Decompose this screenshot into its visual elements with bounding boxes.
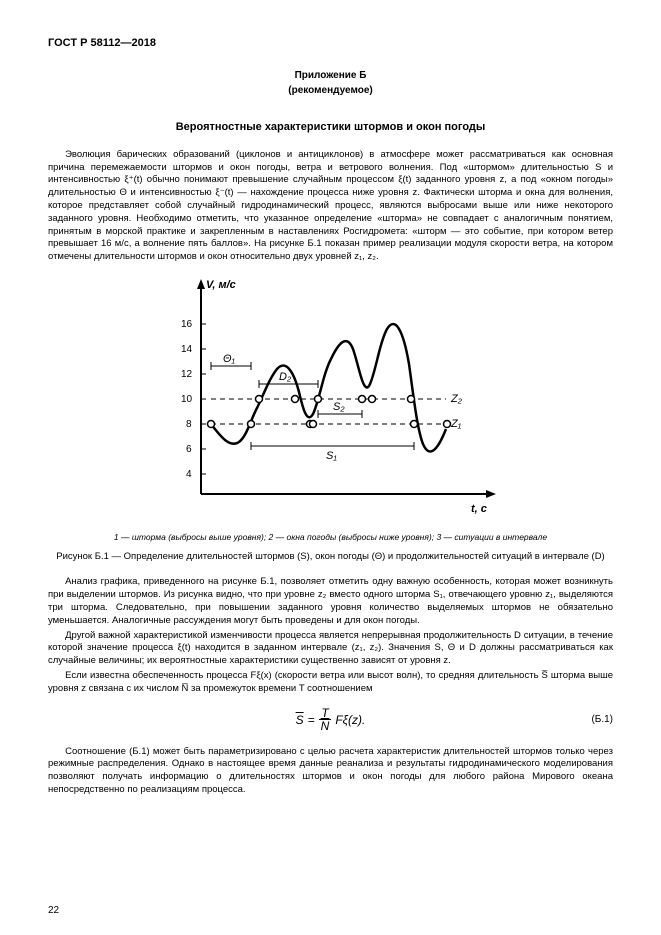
z1-label: Z₁ — [450, 418, 462, 430]
svg-text:14: 14 — [181, 344, 193, 355]
eq-den: N — [319, 720, 332, 732]
eq-lhs: S — [296, 712, 304, 728]
theta1-label: Θ₁ — [223, 353, 236, 365]
document-id: ГОСТ Р 58112—2018 — [48, 36, 613, 51]
page-number: 22 — [48, 904, 59, 918]
page: ГОСТ Р 58112—2018 Приложение Б (рекоменд… — [0, 0, 661, 935]
s1-label: S₁ — [326, 450, 337, 462]
svg-text:12: 12 — [181, 369, 193, 380]
s2-label: S₂ — [333, 401, 345, 413]
marker — [407, 396, 414, 403]
appendix-title: Приложение Б — [48, 69, 613, 83]
d2-label: D₂ — [279, 371, 292, 383]
paragraph-4: Если известна обеспеченность процесса Fξ… — [48, 670, 613, 696]
marker — [309, 421, 316, 428]
z2-label: Z₂ — [450, 393, 463, 405]
appendix-subtitle: (рекомендуемое) — [48, 84, 613, 98]
eq-rhs: Fξ(z). — [335, 712, 365, 728]
figure-b1: 4 6 8 10 12 14 16 V, м/с t, c Z₂ Z₁ — [48, 274, 613, 524]
marker — [314, 396, 321, 403]
paragraph-3: Другой важной характеристикой изменчивос… — [48, 630, 613, 668]
figure-legend: 1 — шторма (выбросы выше уровня); 2 — ок… — [48, 532, 613, 543]
figure-caption: Рисунок Б.1 — Определение длительностей … — [48, 551, 613, 564]
x-axis-label: t, c — [471, 503, 487, 515]
svg-text:6: 6 — [186, 444, 192, 455]
svg-text:4: 4 — [186, 469, 192, 480]
marker — [291, 396, 298, 403]
paragraph-1: Эволюция барических образований (циклоно… — [48, 149, 613, 264]
y-axis-label: V, м/с — [206, 279, 236, 291]
svg-text:8: 8 — [186, 419, 192, 430]
marker-start — [207, 421, 214, 428]
chart-svg: 4 6 8 10 12 14 16 V, м/с t, c Z₂ Z₁ — [151, 274, 511, 524]
section-title: Вероятностные характеристики штормов и о… — [48, 120, 613, 135]
equation-number: (Б.1) — [591, 713, 613, 727]
paragraph-2: Анализ графика, приведенного на рисунке … — [48, 576, 613, 627]
eq-fraction: T N — [319, 707, 332, 732]
svg-text:16: 16 — [181, 319, 193, 330]
marker — [410, 421, 417, 428]
svg-text:10: 10 — [181, 394, 193, 405]
marker — [368, 396, 375, 403]
equation-b1: S = T N Fξ(z). (Б.1) — [48, 704, 613, 736]
paragraph-5: Соотношение (Б.1) может быть параметризи… — [48, 746, 613, 797]
marker — [247, 421, 254, 428]
marker — [358, 396, 365, 403]
marker-end — [443, 421, 450, 428]
marker — [255, 396, 262, 403]
eq-equals: = — [308, 712, 315, 728]
